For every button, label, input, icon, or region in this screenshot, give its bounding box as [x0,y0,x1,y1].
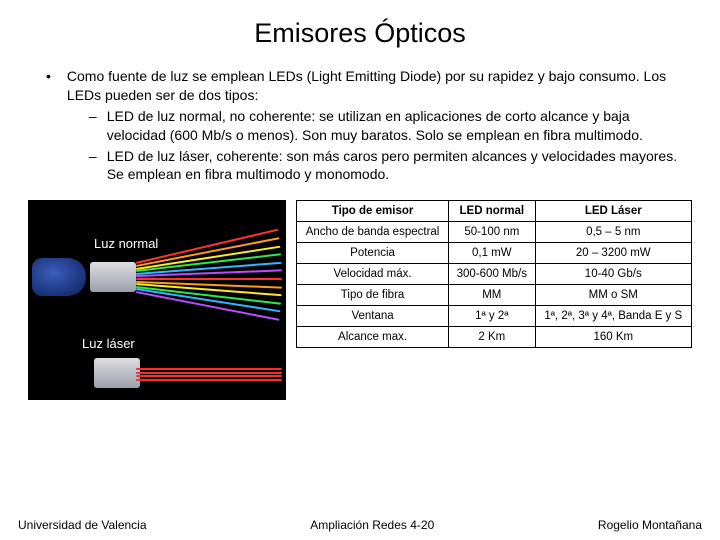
table-cell: Potencia [297,243,449,264]
bullet-block: • Como fuente de luz se emplean LEDs (Li… [46,67,692,184]
table-cell: 10-40 Gb/s [535,264,691,285]
comparison-table: Tipo de emisor LED normal LED Láser Anch… [296,200,692,348]
sub-bullet-1: LED de luz normal, no coherente: se util… [107,107,692,145]
table-header: LED Láser [535,201,691,222]
table-cell: 300-600 Mb/s [449,264,535,285]
table-row: Alcance max.2 Km160 Km [297,327,692,348]
table-cell: Velocidad máx. [297,264,449,285]
table-header: LED normal [449,201,535,222]
table-cell: Ventana [297,306,449,327]
table-cell: 0,1 mW [449,243,535,264]
waves-normal [136,262,282,296]
table-row: Ancho de banda espectral50-100 nm0,5 – 5… [297,222,692,243]
table-header: Tipo de emisor [297,201,449,222]
figure-label-normal: Luz normal [94,236,158,251]
table-cell: 2 Km [449,327,535,348]
slide-footer: Universidad de Valencia Ampliación Redes… [18,518,702,532]
sub-bullet-marker: – [89,107,97,145]
table-cell: 160 Km [535,327,691,348]
table-row: Ventana1ª y 2ª1ª, 2ª, 3ª y 4ª, Banda E y… [297,306,692,327]
table-cell: MM [449,285,535,306]
table-row: Velocidad máx.300-600 Mb/s10-40 Gb/s [297,264,692,285]
table-cell: Alcance max. [297,327,449,348]
bullet-marker: • [46,67,51,184]
led-normal-device [90,262,136,292]
table-cell: MM o SM [535,285,691,306]
table-cell: 1ª, 2ª, 3ª y 4ª, Banda E y S [535,306,691,327]
table-cell: 1ª y 2ª [449,306,535,327]
table-cell: Tipo de fibra [297,285,449,306]
table-cell: 20 – 3200 mW [535,243,691,264]
figure-illustration: Luz normal Luz láser [28,200,286,400]
table-row: Potencia0,1 mW20 – 3200 mW [297,243,692,264]
hand-shape [32,258,86,296]
led-laser-device [94,358,140,388]
sub-bullet-marker: – [89,147,97,185]
footer-right: Rogelio Montañana [598,518,702,532]
footer-left: Universidad de Valencia [18,518,147,532]
table-cell: 0,5 – 5 nm [535,222,691,243]
footer-center: Ampliación Redes 4-20 [310,518,434,532]
bullet-intro: Como fuente de luz se emplean LEDs (Ligh… [67,67,692,105]
table-cell: 50-100 nm [449,222,535,243]
waves-laser [136,366,282,382]
slide-title: Emisores Ópticos [28,18,692,49]
sub-bullet-2: LED de luz láser, coherente: son más car… [107,147,692,185]
table-cell: Ancho de banda espectral [297,222,449,243]
table-row: Tipo de fibraMMMM o SM [297,285,692,306]
figure-label-laser: Luz láser [82,336,135,351]
